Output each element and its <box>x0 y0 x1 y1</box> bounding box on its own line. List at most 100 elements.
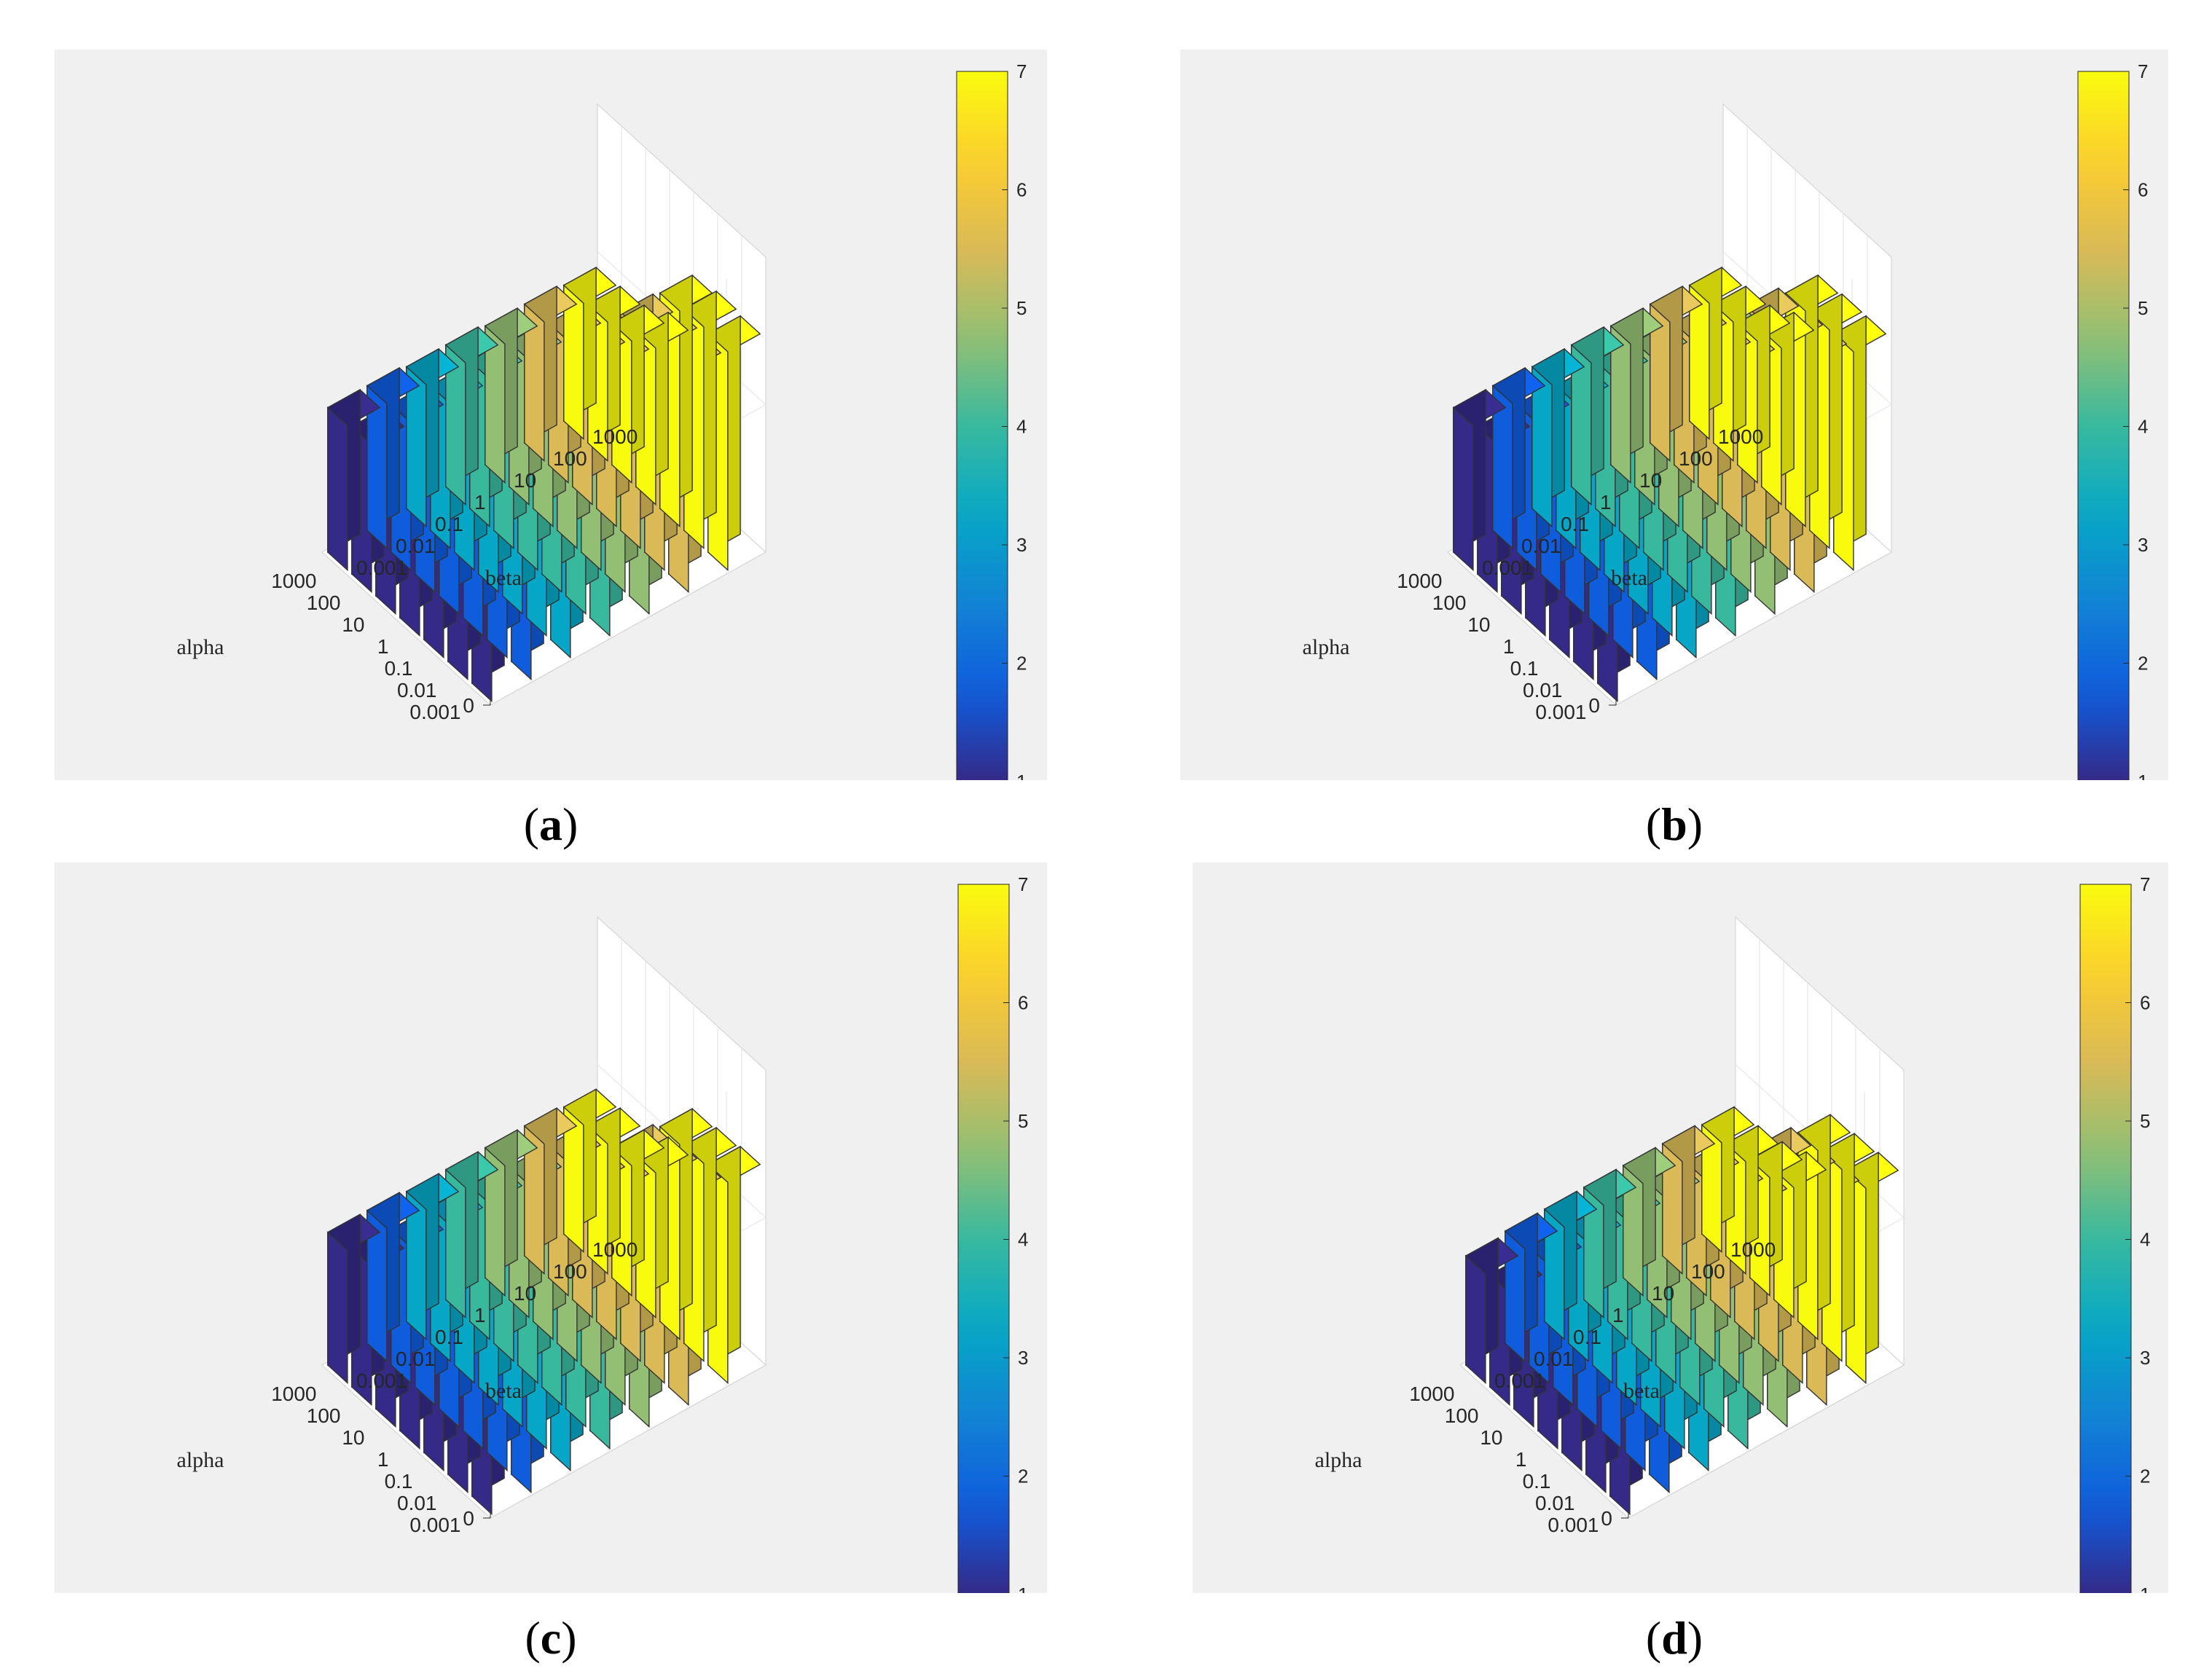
bar-front <box>1571 344 1592 506</box>
colorbar-tick-label: 3 <box>1016 534 1027 556</box>
beta-tick-label: 0.001 <box>1494 1369 1545 1392</box>
bars-group <box>1464 1106 1899 1516</box>
colorbar-tick-label: 3 <box>2138 534 2148 556</box>
bar-front <box>485 325 506 484</box>
bar-front <box>406 1190 427 1341</box>
bar-front <box>1689 284 1710 441</box>
colorbar-tick-label: 6 <box>2140 992 2150 1014</box>
bar3d-chart-arscore: 00.51AR-score0.0010.010.111010010000.001… <box>1315 873 2150 1593</box>
alpha-tick-label: 0.001 <box>1535 701 1586 723</box>
beta-tick-label: 0.01 <box>396 1348 436 1370</box>
bars-group <box>326 1088 761 1516</box>
colorbar-tick-label: 4 <box>1016 416 1027 438</box>
chart-panel-a: 00.51NMI0.0010.010.111010010000.0010.010… <box>55 50 1047 780</box>
bar <box>1622 1147 1676 1297</box>
bar <box>1504 1212 1558 1363</box>
colorbar: 1 2 3 4 5 6 7 <box>2079 873 2150 1593</box>
bar-front <box>1453 406 1474 572</box>
alpha-tick-label: 1000 <box>1397 570 1442 592</box>
alpha-tick-label: 0.1 <box>1510 657 1539 680</box>
colorbar-tick-label: 4 <box>1018 1229 1028 1251</box>
bar-front <box>1492 385 1513 550</box>
alpha-tick-label: 1000 <box>271 1383 316 1405</box>
bar-front <box>406 366 427 528</box>
beta-tick-label: 0.001 <box>1482 557 1533 579</box>
beta-tick-label: 0.01 <box>1521 535 1561 557</box>
colorbar-tick-label: 2 <box>2138 653 2148 675</box>
beta-tick-label: 0.1 <box>435 1326 463 1348</box>
z-tick-label: 0 <box>463 1507 474 1530</box>
beta-tick-label: 0.1 <box>1561 513 1589 535</box>
colorbar-tick-label: 1 <box>1016 771 1027 780</box>
bar-front <box>366 1209 388 1363</box>
bar-front <box>445 1168 466 1319</box>
alpha-tick-label: 10 <box>342 613 364 636</box>
bar-front <box>1701 1123 1722 1254</box>
bar-front <box>366 385 388 550</box>
z-tick-label: 0 <box>1588 694 1600 717</box>
bar-front <box>327 406 348 572</box>
bar <box>326 388 381 572</box>
colorbar-tick-label: 6 <box>1018 992 1028 1014</box>
beta-tick-label: 0.001 <box>356 557 407 579</box>
beta-tick-label: 1000 <box>592 425 638 448</box>
beta-tick-label: 10 <box>1639 469 1662 492</box>
colorbar-tick-label: 1 <box>2140 1584 2150 1593</box>
colorbar-tick-label: 7 <box>2140 873 2150 895</box>
bar-front <box>563 284 584 441</box>
colorbar-tick-label: 7 <box>2138 60 2148 82</box>
beta-tick-label: 10 <box>1652 1282 1674 1305</box>
beta-tick-label: 1 <box>1612 1304 1624 1326</box>
alpha-tick-label: 10 <box>1480 1426 1502 1449</box>
alpha-tick-label: 0.1 <box>385 1470 413 1493</box>
colorbar-tick-label: 2 <box>1016 653 1027 675</box>
alpha-axis-label: alpha <box>177 635 224 659</box>
bar <box>1570 326 1625 506</box>
bar-front <box>485 1147 506 1297</box>
alpha-tick-label: 1 <box>1503 635 1515 658</box>
alpha-tick-label: 0.01 <box>1535 1492 1575 1514</box>
alpha-tick-label: 0.1 <box>385 657 413 680</box>
colorbar-tick-label: 7 <box>1016 60 1027 82</box>
bars-group <box>1452 266 1887 703</box>
colorbar: 1 2 3 4 5 6 7 <box>957 873 1028 1593</box>
chart-panel-d: 00.51AR-score0.0010.010.111010010000.001… <box>1193 862 2168 1593</box>
colorbar-gradient <box>956 71 1008 780</box>
colorbar-tick-label: 1 <box>1018 1584 1028 1593</box>
beta-tick-label: 0.01 <box>396 535 436 557</box>
alpha-tick-label: 10 <box>1467 613 1490 636</box>
beta-tick-label: 10 <box>514 469 536 492</box>
beta-tick-label: 100 <box>553 1260 587 1283</box>
bar-front <box>1531 366 1553 528</box>
beta-tick-label: 1 <box>474 491 486 514</box>
alpha-tick-label: 0.01 <box>397 679 437 701</box>
bar3d-chart-acc: 00.51ACC0.0010.010.111010010000.0010.010… <box>1303 60 2148 780</box>
beta-tick-label: 100 <box>1679 447 1713 470</box>
alpha-tick-label: 1 <box>1515 1448 1527 1471</box>
colorbar-tick-label: 2 <box>2140 1466 2150 1487</box>
colorbar-tick-label: 5 <box>2138 297 2148 319</box>
beta-axis-label: beta <box>485 566 522 590</box>
alpha-tick-label: 1000 <box>271 570 316 592</box>
panel-caption-c: (c) <box>525 1612 577 1664</box>
colorbar: 1 2 3 4 5 6 7 <box>956 60 1027 780</box>
beta-tick-label: 0.1 <box>435 513 463 535</box>
alpha-axis-label: alpha <box>1315 1448 1362 1472</box>
bar3d-chart-fscore: 00.51F-score0.0010.010.111010010000.0010… <box>177 873 1028 1593</box>
bar-front <box>524 303 545 463</box>
beta-axis-label: beta <box>485 1379 522 1403</box>
colorbar-tick-label: 6 <box>2138 179 2148 201</box>
bar-front <box>1610 325 1631 484</box>
alpha-tick-label: 1 <box>377 635 389 658</box>
colorbar: 1 2 3 4 5 6 7 <box>2077 60 2148 780</box>
beta-tick-label: 10 <box>514 1282 536 1305</box>
bar-front <box>327 1231 348 1385</box>
colorbar-tick-label: 4 <box>2138 416 2148 438</box>
alpha-tick-label: 0.01 <box>397 1492 437 1514</box>
alpha-tick-label: 0.001 <box>409 701 460 723</box>
colorbar-tick-label: 6 <box>1016 179 1027 201</box>
bar-front <box>445 344 466 506</box>
alpha-axis-label: alpha <box>1303 635 1350 659</box>
colorbar-tick-label: 1 <box>2138 771 2148 780</box>
bar-front <box>1623 1164 1644 1297</box>
